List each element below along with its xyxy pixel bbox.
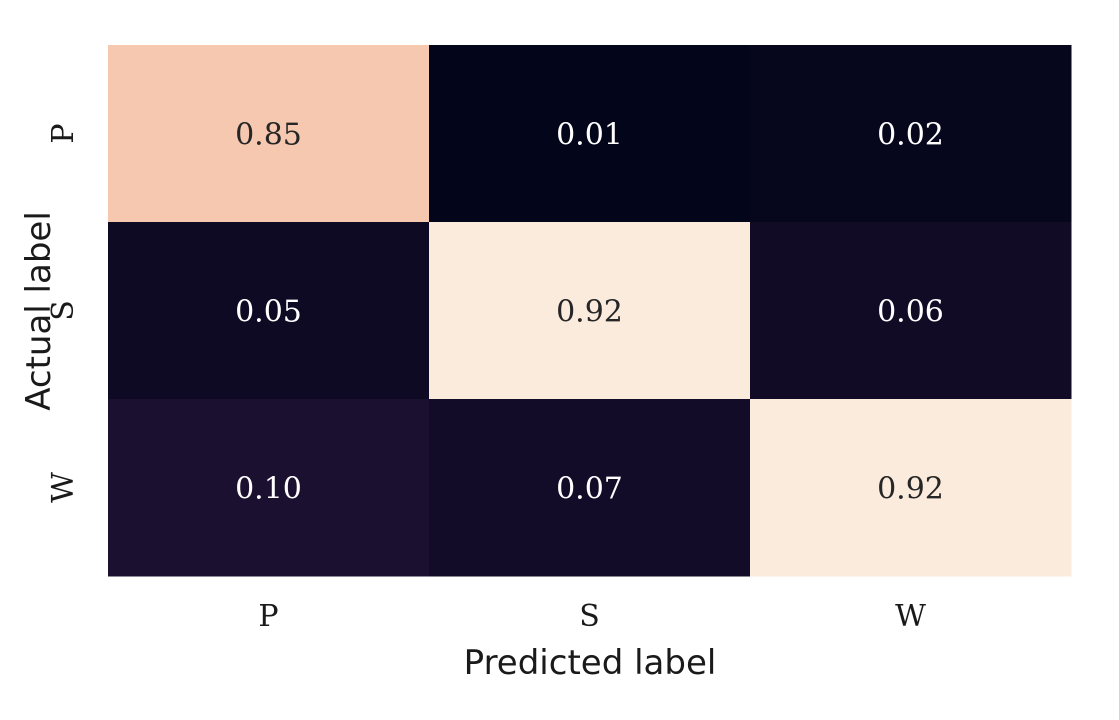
heatmap-cell-label-S-S: 0.92 bbox=[556, 295, 623, 330]
heatmap-cell-S-P bbox=[108, 222, 430, 400]
y-tick-label-P: P bbox=[46, 123, 81, 143]
heatmap-cell-label-P-P: 0.85 bbox=[235, 118, 302, 153]
heatmap-cell-label-W-P: 0.10 bbox=[235, 472, 302, 507]
heatmap-cells bbox=[108, 45, 1072, 577]
heatmap-cell-S-S bbox=[429, 222, 751, 400]
heatmap-cell-W-P bbox=[108, 399, 430, 577]
x-tick-label-W: W bbox=[895, 599, 926, 634]
x-axis-label: Predicted label bbox=[464, 643, 717, 683]
heatmap-cell-labels: 0.85 0.01 0.02 0.05 0.92 0.06 0.10 0.07 0.92 bbox=[235, 118, 944, 507]
y-tick-label-S: S bbox=[46, 300, 81, 321]
x-tick-label-S: S bbox=[579, 599, 600, 634]
heatmap-cell-label-S-W: 0.06 bbox=[877, 295, 944, 330]
heatmap-cell-W-W bbox=[750, 399, 1072, 577]
x-tick-label-P: P bbox=[258, 599, 278, 634]
y-axis-ticks: P S W bbox=[46, 123, 81, 503]
heatmap-cell-S-W bbox=[750, 222, 1072, 400]
heatmap-cell-P-P bbox=[108, 45, 430, 223]
y-tick-label-W: W bbox=[46, 472, 81, 503]
heatmap-cell-P-W bbox=[750, 45, 1072, 223]
heatmap-cell-W-S bbox=[429, 399, 751, 577]
y-axis-label: Actual label bbox=[19, 211, 59, 411]
heatmap-cell-label-W-W: 0.92 bbox=[877, 472, 944, 507]
heatmap-cell-label-P-S: 0.01 bbox=[556, 118, 623, 153]
heatmap-cell-label-P-W: 0.02 bbox=[877, 118, 944, 153]
heatmap-cell-label-W-S: 0.07 bbox=[556, 472, 623, 507]
heatmap-cell-label-S-P: 0.05 bbox=[235, 295, 302, 330]
heatmap-cell-P-S bbox=[429, 45, 751, 223]
